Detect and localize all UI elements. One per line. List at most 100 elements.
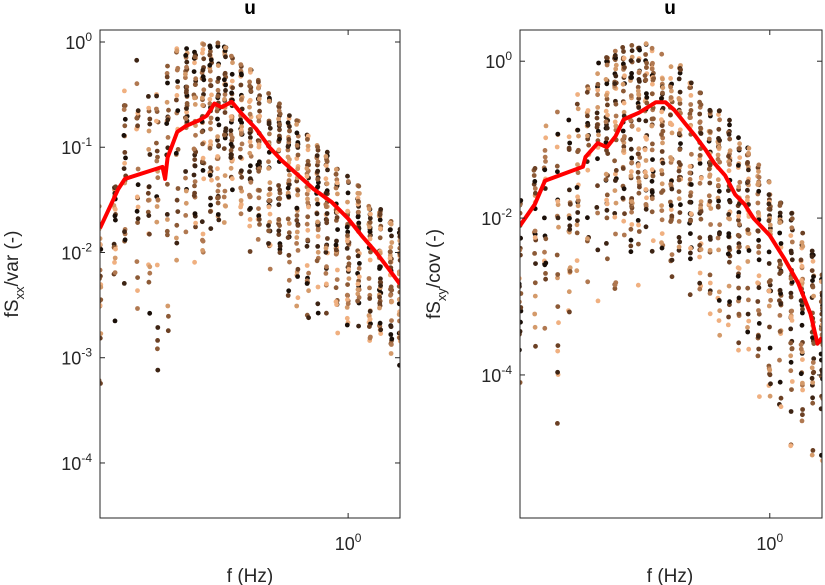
scatter-point	[542, 148, 548, 153]
scatter-point	[585, 122, 591, 128]
scatter-point	[344, 224, 350, 230]
scatter-point	[344, 305, 350, 310]
scatter-point	[726, 132, 732, 137]
scatter-point	[223, 54, 228, 60]
scatter-point	[305, 147, 311, 153]
scatter-point	[306, 288, 311, 294]
scatter-point	[708, 222, 713, 227]
scatter-point	[788, 443, 794, 449]
scatter-point	[678, 202, 683, 208]
scatter-point	[134, 208, 140, 214]
scatter-point	[520, 380, 523, 385]
scatter-point	[669, 88, 674, 94]
scatter-point	[248, 135, 253, 140]
scatter-point	[698, 209, 704, 215]
scatter-point	[798, 257, 804, 263]
scatter-point	[113, 217, 118, 223]
scatter-point	[659, 190, 664, 195]
scatter-point	[135, 166, 141, 172]
scatter-point	[286, 252, 292, 258]
scatter-point	[649, 167, 655, 173]
scatter-point	[122, 150, 128, 155]
scatter-point	[595, 210, 600, 216]
scatter-point	[229, 135, 235, 141]
scatter-point	[208, 209, 213, 214]
scatter-point	[697, 270, 703, 276]
scatter-point	[789, 211, 794, 216]
scatter-point	[698, 199, 704, 205]
scatter-point	[811, 356, 817, 362]
right-x-ticks: 100	[756, 30, 783, 554]
scatter-point	[208, 57, 214, 63]
scatter-point	[603, 77, 609, 82]
scatter-point	[716, 247, 721, 253]
scatter-point	[604, 192, 610, 198]
scatter-point	[531, 173, 537, 178]
scatter-point	[183, 90, 189, 95]
scatter-point	[756, 169, 761, 174]
scatter-point	[603, 119, 609, 125]
scatter-point	[207, 52, 213, 58]
scatter-point	[660, 85, 666, 91]
scatter-point	[649, 189, 655, 195]
scatter-point	[575, 203, 581, 209]
scatter-point	[345, 190, 351, 196]
scatter-point	[726, 215, 731, 221]
scatter-point	[687, 292, 693, 298]
scatter-point	[687, 199, 693, 205]
right-y-label-rest: /cov (-)	[424, 229, 445, 288]
scatter-point	[304, 263, 310, 268]
scatter-point	[726, 231, 732, 237]
scatter-point	[689, 151, 694, 157]
scatter-point	[574, 258, 580, 263]
scatter-point	[636, 117, 642, 123]
scatter-point	[798, 371, 804, 377]
scatter-point	[735, 273, 741, 279]
scatter-point	[100, 236, 103, 241]
scatter-point	[725, 322, 731, 328]
scatter-point	[746, 167, 751, 173]
scatter-point	[183, 75, 188, 81]
scatter-point	[355, 253, 361, 259]
scatter-point	[736, 249, 742, 255]
scatter-point	[266, 120, 272, 126]
scatter-point	[613, 66, 619, 72]
scatter-point	[756, 210, 761, 216]
scatter-point	[520, 198, 524, 203]
scatter-point	[716, 318, 722, 323]
scatter-point	[595, 128, 601, 134]
scatter-point	[678, 141, 683, 147]
scatter-point	[287, 259, 292, 265]
scatter-point	[697, 254, 702, 260]
scatter-point	[285, 185, 291, 191]
scatter-point	[767, 345, 773, 351]
scatter-point	[397, 269, 400, 275]
scatter-point	[121, 281, 127, 286]
scatter-point	[717, 231, 722, 237]
scatter-point	[239, 168, 244, 174]
scatter-point	[355, 214, 361, 220]
scatter-point	[620, 195, 626, 201]
scatter-point	[266, 204, 272, 210]
scatter-point	[707, 107, 713, 113]
scatter-point	[134, 81, 140, 87]
scatter-point	[575, 149, 580, 155]
scatter-point	[209, 177, 214, 183]
scatter-point	[266, 228, 271, 234]
scatter-point	[542, 249, 547, 255]
scatter-point	[698, 131, 704, 136]
scatter-point	[574, 230, 580, 236]
scatter-point	[756, 257, 762, 263]
scatter-point	[324, 217, 330, 223]
scatter-point	[287, 113, 292, 118]
scatter-point	[766, 192, 772, 198]
scatter-point	[256, 79, 261, 85]
scatter-point	[387, 249, 393, 255]
scatter-point	[532, 293, 538, 299]
scatter-point	[367, 215, 373, 221]
scatter-point	[223, 88, 228, 93]
scatter-point	[668, 64, 674, 70]
scatter-point	[215, 175, 220, 181]
scatter-point	[267, 131, 272, 137]
scatter-point	[649, 209, 655, 215]
